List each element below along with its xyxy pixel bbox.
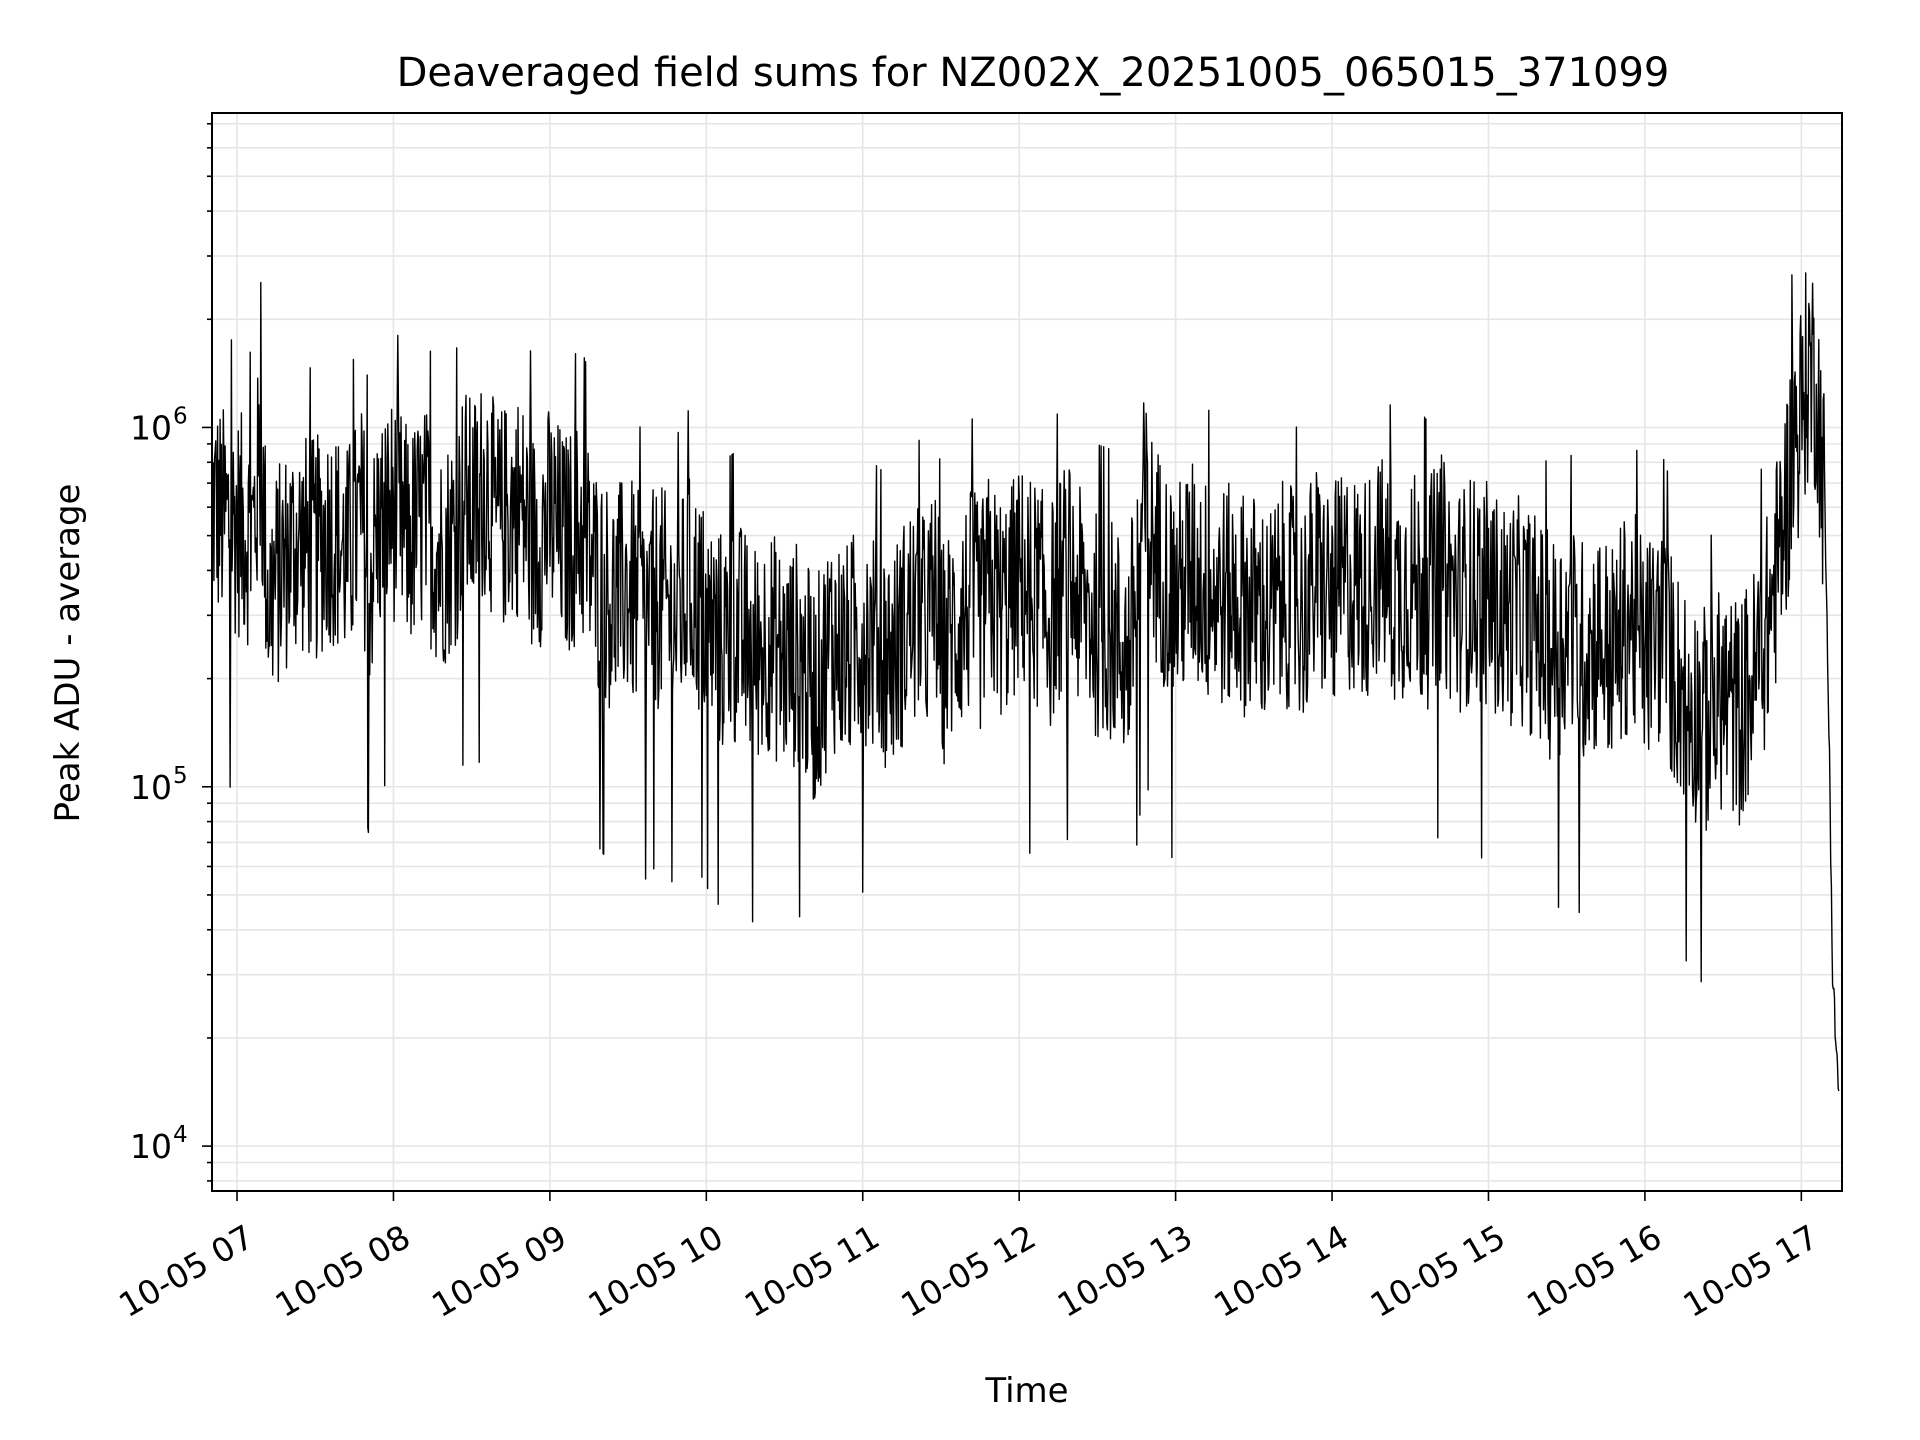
plot-frame [211, 112, 1843, 1192]
y-tick-exponent: 5 [173, 763, 188, 789]
chart-title: Deaveraged field sums for NZ002X_2025100… [397, 50, 1670, 96]
y-tick-exponent: 6 [173, 403, 188, 429]
y-tick-exponent: 4 [173, 1122, 188, 1148]
y-tick-label: 10 [130, 1127, 172, 1166]
series-group [211, 272, 1840, 1092]
x-axis-label: Time [984, 1371, 1068, 1411]
y-tick-label: 10 [130, 408, 172, 447]
y-axis-label: Peak ADU - average [48, 484, 88, 823]
series-line [211, 272, 1840, 1092]
y-tick-label: 10 [130, 768, 172, 807]
